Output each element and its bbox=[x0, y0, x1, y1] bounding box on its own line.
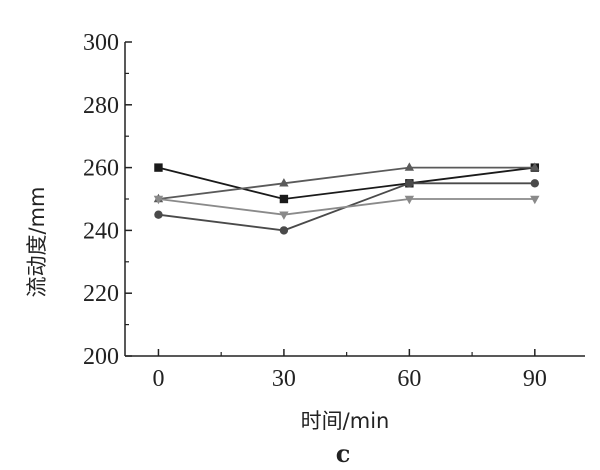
data-point-triangle-up bbox=[279, 178, 289, 187]
data-point-circle bbox=[530, 179, 540, 188]
x-tick-label: 60 bbox=[397, 366, 421, 392]
x-tick-label: 30 bbox=[272, 366, 296, 392]
data-point-triangle-down bbox=[530, 195, 540, 205]
x-axis-title: 时间/min bbox=[301, 409, 390, 433]
data-point-circle bbox=[279, 226, 289, 235]
x-tick-label: 90 bbox=[523, 366, 547, 392]
y-tick-label: 200 bbox=[83, 344, 119, 370]
series-2 bbox=[153, 162, 540, 203]
series-4 bbox=[153, 195, 540, 220]
data-point-square bbox=[154, 163, 163, 172]
data-point-circle bbox=[405, 179, 414, 188]
y-axis-title: 流动度/mm bbox=[25, 187, 49, 298]
x-tick-label: 0 bbox=[152, 366, 164, 392]
data-point-triangle-down bbox=[153, 195, 164, 205]
data-point-circle bbox=[154, 210, 163, 219]
data-point-square bbox=[279, 194, 289, 204]
series-line bbox=[158, 166, 535, 200]
y-tick-label: 280 bbox=[83, 93, 119, 119]
series-line bbox=[158, 198, 535, 216]
series-line bbox=[158, 166, 535, 200]
chart-series bbox=[153, 162, 540, 235]
y-tick-label: 220 bbox=[83, 281, 119, 307]
data-point-triangle-up bbox=[530, 162, 540, 171]
data-point-triangle-up bbox=[404, 162, 415, 171]
y-tick-label: 300 bbox=[83, 30, 119, 56]
y-tick-label: 240 bbox=[83, 218, 119, 244]
chart-axes: 200 220 240 260 280 300 0 30 60 90 bbox=[83, 30, 585, 392]
data-point-triangle-down bbox=[279, 211, 289, 220]
y-tick-label: 260 bbox=[83, 156, 119, 182]
panel-label: c bbox=[336, 439, 351, 468]
data-point-triangle-down bbox=[404, 195, 415, 205]
